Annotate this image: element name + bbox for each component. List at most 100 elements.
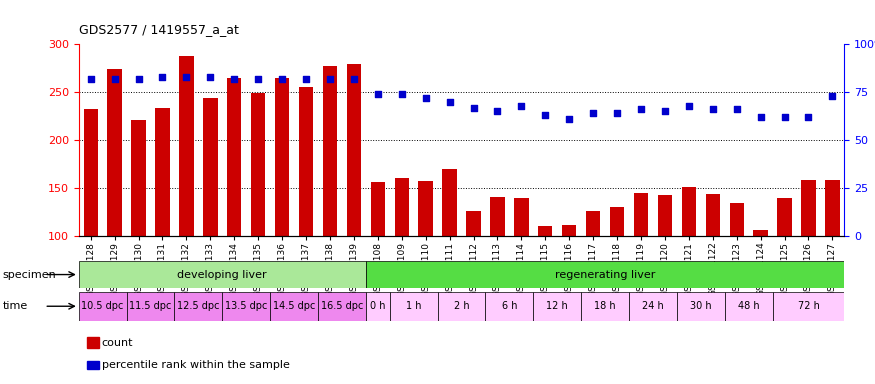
Bar [514,198,528,236]
Bar [366,261,844,288]
Bar [486,292,534,321]
Bar [371,182,385,236]
Bar [586,211,600,236]
Point [491,108,505,114]
Bar [724,292,773,321]
Bar [677,292,724,321]
Point [418,95,432,101]
Bar [127,292,174,321]
Point [323,76,337,82]
Text: 30 h: 30 h [690,301,711,311]
Point [586,110,600,116]
Text: 18 h: 18 h [594,301,616,311]
Bar [730,203,744,236]
Bar [534,292,581,321]
Bar [203,98,218,236]
Bar [610,207,624,236]
Text: developing liver: developing liver [178,270,267,280]
Text: 13.5 dpc: 13.5 dpc [225,301,268,311]
Bar [443,169,457,236]
Text: 0 h: 0 h [370,301,386,311]
Point [825,93,839,99]
Bar [562,225,577,236]
Point [753,114,767,120]
Text: 16.5 dpc: 16.5 dpc [321,301,363,311]
Bar [83,109,98,236]
Bar [323,66,337,236]
Point [275,76,289,82]
Point [131,76,145,82]
Bar [222,292,270,321]
Bar [490,197,505,236]
Bar [366,292,389,321]
Bar [299,87,313,236]
Bar [346,64,361,236]
Bar [318,292,366,321]
Point [658,108,672,114]
Point [346,76,360,82]
Point [299,76,313,82]
Point [251,76,265,82]
Point [108,76,122,82]
Bar [131,120,146,236]
Text: 12.5 dpc: 12.5 dpc [177,301,220,311]
Bar [658,195,672,236]
Bar [156,108,170,236]
Bar [79,261,366,288]
Bar [395,177,409,236]
Bar [753,230,768,236]
Bar [773,292,844,321]
Text: specimen: specimen [3,270,56,280]
Text: percentile rank within the sample: percentile rank within the sample [102,360,290,370]
Bar [682,187,696,236]
Point [84,76,98,82]
Point [682,103,696,109]
Point [778,114,792,120]
Bar [251,93,265,236]
Point [514,103,528,109]
Point [634,106,648,113]
Text: 2 h: 2 h [454,301,469,311]
Bar [581,292,629,321]
Point [802,114,816,120]
Point [706,106,720,113]
Bar [270,292,318,321]
Point [466,104,480,111]
Point [203,74,217,80]
Bar [79,292,127,321]
Bar [275,78,290,236]
Bar [228,78,242,236]
Bar [777,198,792,236]
Text: 12 h: 12 h [546,301,568,311]
Point [156,74,170,80]
Bar [634,193,648,236]
Text: count: count [102,338,133,348]
Text: 10.5 dpc: 10.5 dpc [81,301,124,311]
Text: regenerating liver: regenerating liver [555,270,655,280]
Point [228,76,242,82]
Text: time: time [3,301,28,311]
Text: 6 h: 6 h [501,301,517,311]
Text: 1 h: 1 h [406,301,422,311]
Text: GDS2577 / 1419557_a_at: GDS2577 / 1419557_a_at [79,23,239,36]
Bar [802,180,816,236]
Text: 24 h: 24 h [642,301,664,311]
Bar [629,292,677,321]
Point [538,112,552,118]
Point [443,99,457,105]
Text: 11.5 dpc: 11.5 dpc [130,301,172,311]
Point [730,106,744,113]
Text: 14.5 dpc: 14.5 dpc [273,301,315,311]
Text: 48 h: 48 h [738,301,760,311]
Point [395,91,409,97]
Point [371,91,385,97]
Bar [825,180,840,236]
Text: 72 h: 72 h [797,301,819,311]
Bar [174,292,222,321]
Point [563,116,577,122]
Bar [418,182,433,236]
Bar [705,194,720,236]
Point [610,110,624,116]
Bar [466,211,480,236]
Bar [389,292,438,321]
